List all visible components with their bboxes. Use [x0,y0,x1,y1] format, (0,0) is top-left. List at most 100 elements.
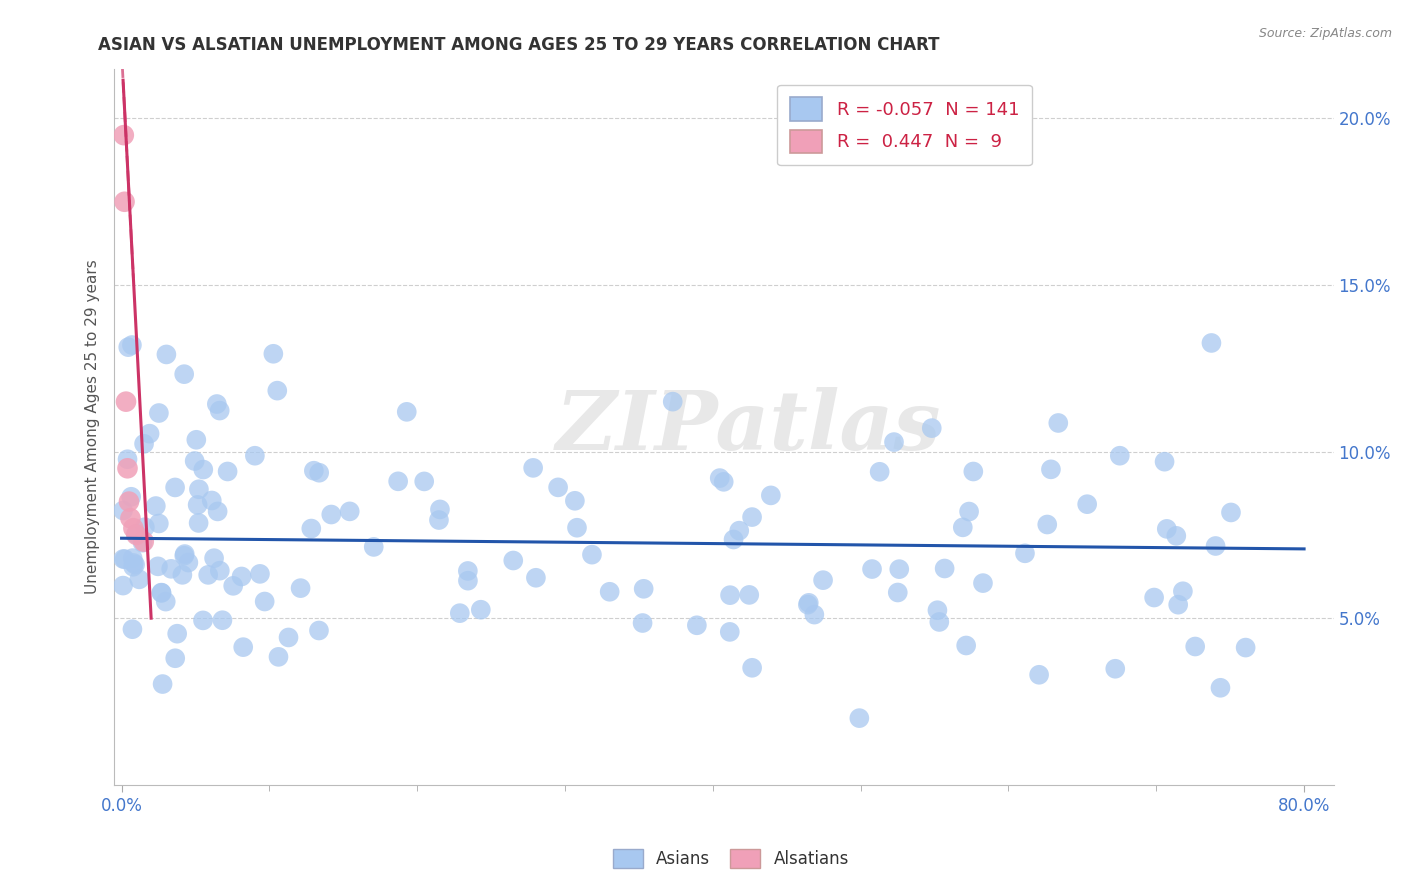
Point [633,582,655,596]
Point [709,471,731,485]
Point [957,504,980,518]
Point [150,585,173,599]
Point [166,626,188,640]
Point [201,493,224,508]
Point [308,466,330,480]
Point [564,493,586,508]
Point [155,347,177,361]
Point [187,482,209,496]
Point [112,578,135,592]
Point [797,598,820,612]
Point [243,449,266,463]
Point [117,452,139,467]
Point [921,421,943,435]
Point [121,622,143,636]
Point [1209,681,1232,695]
Point [191,614,214,628]
Point [125,528,148,542]
Point [449,606,471,620]
Point [718,588,741,602]
Point [1167,598,1189,612]
Point [738,588,761,602]
Point [125,527,148,541]
Point [457,574,479,588]
Point [208,564,231,578]
Point [547,480,569,494]
Point [741,661,763,675]
Point [122,521,145,535]
Point [205,397,228,411]
Point [302,464,325,478]
Point [1143,591,1166,605]
Point [803,607,825,622]
Point [207,504,229,518]
Legend: Asians, Alsatians: Asians, Alsatians [606,842,856,875]
Point [152,677,174,691]
Point [741,510,763,524]
Point [1205,539,1227,553]
Point [131,535,153,549]
Point [193,462,215,476]
Point [146,559,169,574]
Point [470,603,492,617]
Y-axis label: Unemployment Among Ages 25 to 29 years: Unemployment Among Ages 25 to 29 years [86,260,100,594]
Point [321,508,343,522]
Point [138,426,160,441]
Point [266,384,288,398]
Point [1076,497,1098,511]
Point [848,711,870,725]
Point [1047,416,1070,430]
Point [427,513,450,527]
Point [122,556,145,570]
Point [599,584,621,599]
Point [145,499,167,513]
Point [183,454,205,468]
Point [290,581,312,595]
Point [155,594,177,608]
Point [686,618,709,632]
Point [114,194,136,209]
Point [524,571,547,585]
Point [928,615,950,629]
Point [1153,455,1175,469]
Point [1156,522,1178,536]
Point [211,613,233,627]
Point [1220,505,1243,519]
Point [869,465,891,479]
Text: ZIPatlas: ZIPatlas [555,386,941,467]
Point [889,562,911,576]
Point [631,615,654,630]
Point [1201,335,1223,350]
Point [962,465,984,479]
Point [413,475,436,489]
Point [112,552,135,566]
Text: Source: ZipAtlas.com: Source: ZipAtlas.com [1258,27,1392,40]
Point [883,435,905,450]
Point [1171,584,1194,599]
Point [723,533,745,547]
Point [1234,640,1257,655]
Point [202,551,225,566]
Point [253,594,276,608]
Point [299,522,322,536]
Point [581,548,603,562]
Point [1166,529,1188,543]
Point [112,128,135,143]
Point [395,405,418,419]
Point [718,624,741,639]
Point [148,406,170,420]
Point [173,547,195,561]
Point [1104,662,1126,676]
Point [186,433,208,447]
Point [148,516,170,531]
Point [972,576,994,591]
Point [165,651,187,665]
Point [121,551,143,566]
Point [1014,546,1036,560]
Point [134,520,156,534]
Point [187,516,209,530]
Text: ASIAN VS ALSATIAN UNEMPLOYMENT AMONG AGES 25 TO 29 YEARS CORRELATION CHART: ASIAN VS ALSATIAN UNEMPLOYMENT AMONG AGE… [98,36,941,54]
Point [120,511,142,525]
Point [160,562,183,576]
Point [112,503,135,517]
